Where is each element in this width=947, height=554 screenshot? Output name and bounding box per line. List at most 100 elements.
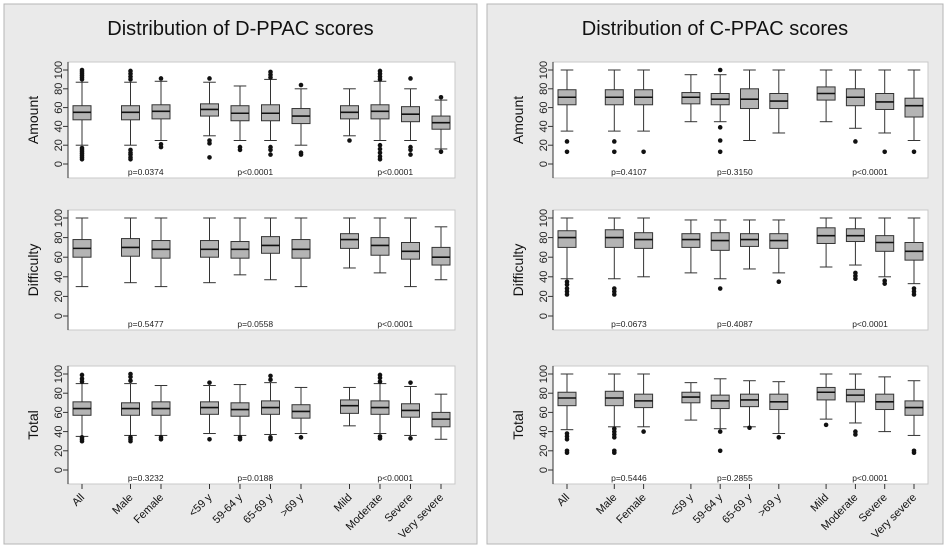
- box-iqr: [681, 233, 701, 248]
- outlier-point: [823, 422, 829, 428]
- p-value: p=0.3232: [128, 473, 164, 483]
- outlier-point: [207, 380, 212, 385]
- y-tick-label: 40: [538, 425, 550, 437]
- p-value: p<0.0001: [237, 167, 273, 177]
- box-iqr: [340, 399, 359, 414]
- y-tick-label: 20: [538, 139, 550, 151]
- box-iqr: [710, 232, 730, 251]
- box-severe: [875, 217, 895, 286]
- y-tick-label: 40: [53, 425, 65, 437]
- outlier-point: [268, 69, 273, 75]
- outlier-point: [717, 429, 723, 434]
- outlier-point: [298, 82, 304, 88]
- chart-d-ppac: Distribution of D-PPAC scores 0 20 40 60 80 10…: [3, 3, 478, 545]
- outlier-point: [564, 448, 570, 454]
- box--69-y: [291, 386, 311, 440]
- outlier-point: [882, 149, 887, 155]
- outlier-point: [853, 139, 858, 144]
- p-value: p<0.0001: [377, 319, 413, 329]
- outlier-point: [158, 141, 164, 147]
- y-tick-label: 100: [53, 365, 65, 383]
- outlier-point: [79, 67, 85, 73]
- box-very-severe: [904, 69, 924, 155]
- outlier-point: [268, 373, 273, 379]
- outlier-point: [207, 138, 212, 143]
- outlier-point: [207, 436, 212, 442]
- outlier-point: [128, 68, 133, 74]
- outlier-point: [911, 149, 917, 155]
- outlier-point: [438, 94, 444, 100]
- outlier-point: [377, 379, 383, 384]
- y-tick-label: 0: [538, 313, 550, 319]
- outlier-point: [612, 448, 617, 454]
- box-moderate: [845, 69, 865, 144]
- y-tick-label: 20: [538, 290, 550, 302]
- outlier-point: [564, 286, 570, 291]
- y-tick-label: 80: [53, 387, 65, 399]
- outlier-point: [776, 279, 782, 285]
- box-severe: [401, 380, 420, 441]
- chart-title: Distribution of C-PPAC scores: [582, 18, 848, 40]
- y-tick-label: 60: [53, 251, 65, 263]
- outlier-point: [717, 138, 723, 143]
- box-male: [121, 371, 140, 444]
- box-65-69-y: [261, 69, 280, 157]
- box-male: [604, 217, 624, 297]
- box-severe: [875, 376, 895, 433]
- box-59-64-y: [710, 67, 730, 155]
- box-65-69-y: [261, 217, 280, 281]
- box-iqr: [634, 232, 654, 249]
- outlier-point: [377, 146, 383, 152]
- outlier-point: [612, 286, 617, 291]
- y-tick-label: 20: [53, 139, 65, 151]
- box-mild: [340, 88, 359, 143]
- box-iqr: [816, 386, 836, 401]
- chart-c-ppac: Distribution of C-PPAC scores 0 20 40 60 80 10…: [486, 3, 944, 545]
- panel-amount: 0 20 40 60 80 100 Amount p=0.4107 p=0.3150 p<0.00…: [510, 61, 929, 179]
- box-65-69-y: [740, 69, 759, 141]
- box-moderate: [845, 217, 865, 282]
- box-male: [604, 69, 624, 155]
- outlier-point: [641, 149, 646, 155]
- panel-difficulty: 0 20 40 60 80 100 Difficulty p=0.0673 p=0.4087 p<…: [510, 209, 929, 331]
- box--59-y: [200, 76, 219, 160]
- outlier-point: [347, 138, 352, 143]
- p-value: p=0.5446: [611, 473, 647, 483]
- outlier-point: [268, 152, 273, 157]
- box-all: [72, 372, 92, 444]
- y-tick-label: 60: [538, 251, 550, 263]
- outlier-point: [408, 380, 413, 385]
- box-male: [121, 217, 140, 284]
- y-axis-label: Difficulty: [510, 244, 526, 297]
- box-all: [557, 69, 577, 155]
- box-iqr: [904, 97, 924, 118]
- panel-difficulty: 0 20 40 60 80 100 Difficulty p=0.5477 p=0.0558 p<…: [25, 209, 456, 331]
- outlier-point: [298, 150, 304, 156]
- box-severe: [401, 217, 420, 288]
- y-tick-label: 0: [53, 467, 65, 473]
- box-59-64-y: [710, 219, 730, 291]
- box--59-y: [200, 380, 219, 442]
- y-axis-label: Difficulty: [25, 244, 41, 297]
- box--59-y: [681, 219, 701, 274]
- y-tick-label: 40: [53, 271, 65, 283]
- y-axis-label: Total: [25, 410, 41, 440]
- box-iqr: [340, 233, 359, 249]
- box-iqr: [370, 237, 390, 256]
- outlier-point: [207, 155, 212, 160]
- box-female: [151, 217, 171, 288]
- box-female: [634, 69, 654, 155]
- p-value: p<0.0001: [852, 473, 888, 483]
- outlier-point: [268, 435, 273, 440]
- outlier-point: [207, 76, 212, 81]
- box-moderate: [845, 373, 865, 437]
- p-value: p=0.4087: [717, 319, 753, 329]
- outlier-point: [717, 125, 723, 130]
- outlier-point: [377, 372, 383, 378]
- p-value: p=0.0188: [237, 473, 273, 483]
- box-very-severe: [904, 380, 924, 456]
- p-value: p=0.0558: [237, 319, 273, 329]
- p-value: p=0.5477: [128, 319, 164, 329]
- y-tick-label: 0: [538, 467, 550, 473]
